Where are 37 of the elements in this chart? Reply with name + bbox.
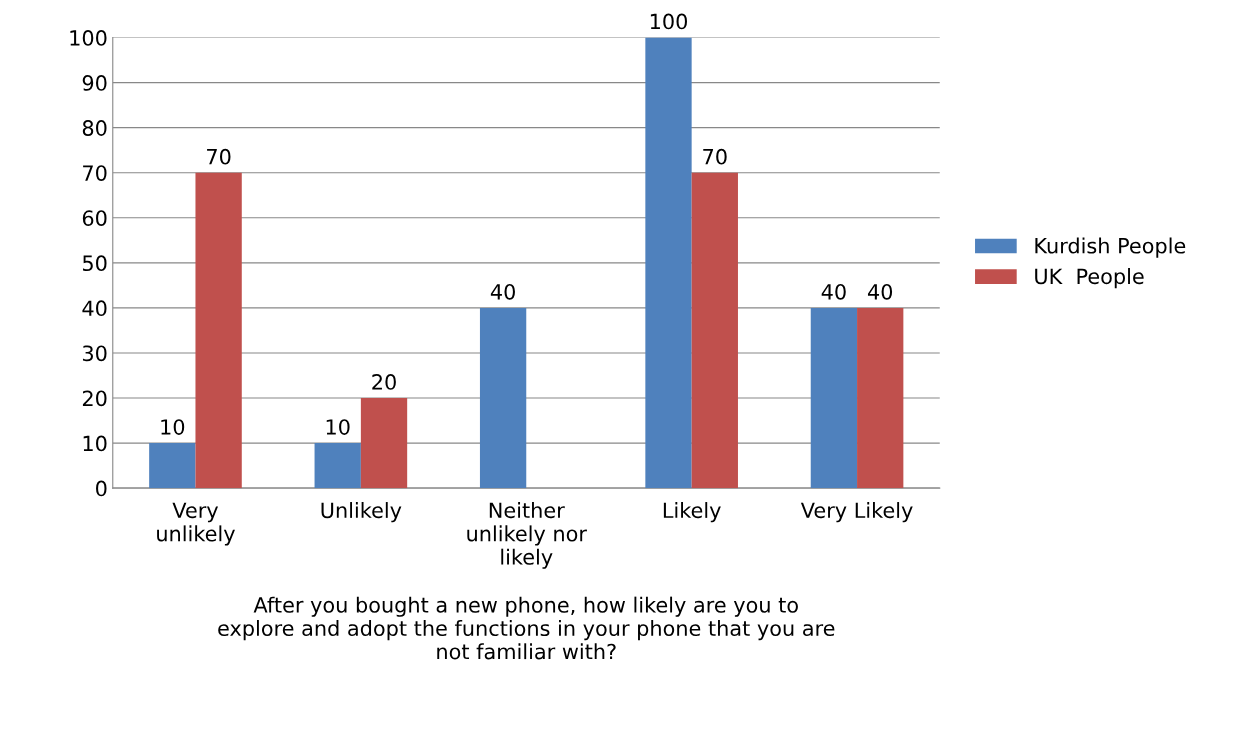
- x-tick-label: Likely: [663, 502, 721, 523]
- y-tick-label: 70: [83, 165, 107, 181]
- data-label: 40: [490, 283, 515, 300]
- legend-label: Kurdish People: [1035, 237, 1186, 258]
- data-label: 100: [650, 13, 687, 30]
- bar: [195, 172, 242, 489]
- bar: [479, 307, 527, 489]
- bar: [691, 172, 738, 489]
- bar: [360, 398, 408, 489]
- bar: [857, 307, 904, 489]
- y-tick-label: 10: [83, 435, 107, 452]
- x-tick-label: Very unlikely: [157, 502, 235, 546]
- legend-label: UK People: [1035, 268, 1144, 289]
- data-label: 20: [372, 374, 396, 390]
- y-tick-label: 40: [82, 300, 107, 317]
- data-label: 10: [161, 419, 185, 435]
- y-tick-label: 30: [82, 345, 107, 362]
- x-axis-title: After you bought a new phone, how likely are you to explore and adopt the functions in your phone that you are not familiar with?: [218, 596, 835, 660]
- x-tick-label: Unlikely: [321, 502, 402, 523]
- data-label: 70: [703, 148, 727, 165]
- bar: [810, 307, 858, 489]
- bar: [149, 443, 196, 489]
- x-tick-label: Very Likely: [800, 502, 913, 523]
- y-tick-label: 20: [82, 390, 107, 407]
- data-label: 10: [326, 419, 350, 435]
- x-tick-label: Neither unlikely nor likely: [467, 502, 587, 569]
- y-tick-label: 90: [82, 75, 107, 91]
- y-tick-label: 60: [82, 210, 107, 226]
- data-label: 40: [867, 283, 893, 300]
- y-tick-label: 50: [83, 255, 107, 272]
- y-tick-label: 100: [70, 30, 107, 46]
- bar: [645, 37, 692, 489]
- y-tick-label: 80: [82, 120, 107, 136]
- data-label: 40: [821, 283, 846, 300]
- data-label: 70: [207, 148, 231, 165]
- y-tick-label: 0: [96, 480, 107, 497]
- bar: [314, 443, 361, 489]
